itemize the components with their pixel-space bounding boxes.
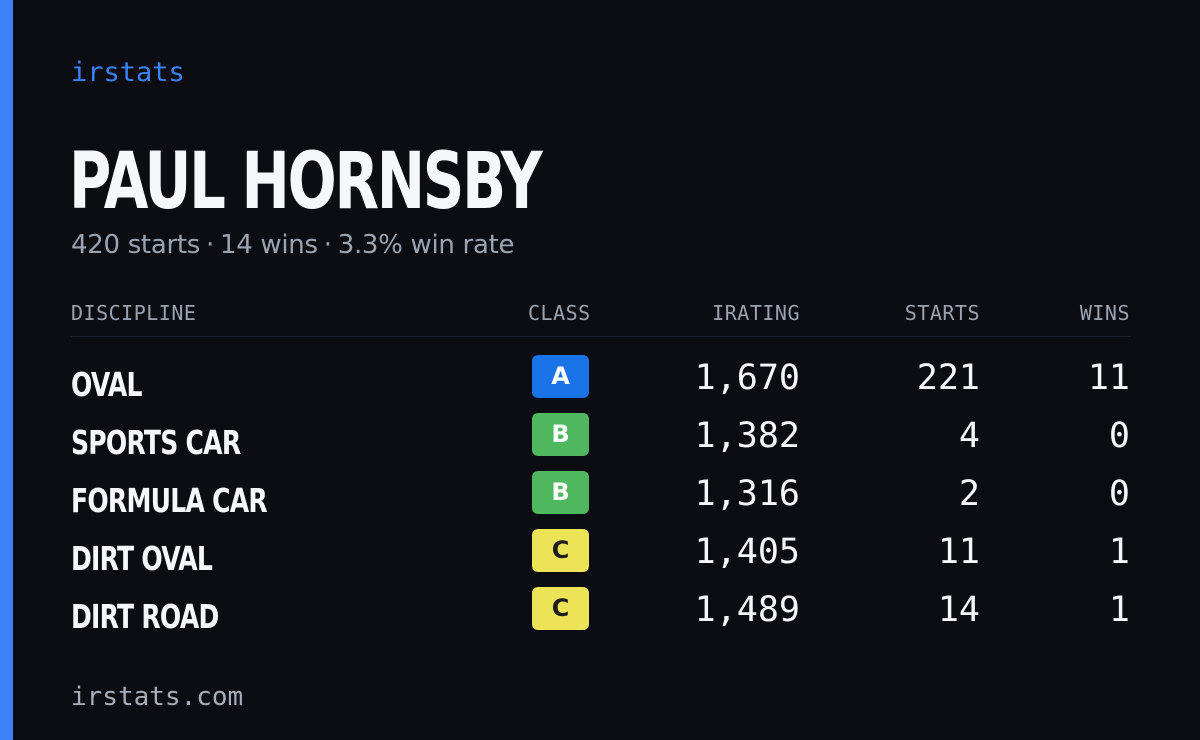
- starts-summary: 420 starts: [71, 230, 200, 260]
- discipline-name: SPORTS CAR: [71, 423, 241, 462]
- irating-value: 1,489: [694, 590, 800, 630]
- discipline-name: DIRT OVAL: [71, 539, 213, 578]
- wins-value: 11: [1087, 358, 1130, 398]
- discipline-name: DIRT ROAD: [71, 597, 219, 636]
- irating-value: 1,316: [694, 474, 800, 514]
- header-discipline: DISCIPLINE: [71, 301, 197, 325]
- player-summary: 420 starts · 14 wins · 3.3% win rate: [71, 228, 514, 262]
- table-row: OVAL A 1,670 221 11: [71, 351, 1131, 409]
- class-badge: B: [532, 413, 589, 456]
- discipline-name: FORMULA CAR: [71, 481, 268, 520]
- wins-value: 0: [1108, 474, 1130, 514]
- irating-value: 1,670: [694, 358, 800, 398]
- wins-value: 0: [1108, 416, 1130, 456]
- accent-bar: [0, 0, 13, 740]
- starts-value: 4: [958, 416, 980, 456]
- starts-value: 11: [937, 532, 980, 572]
- irating-value: 1,382: [694, 416, 800, 456]
- wins-value: 1: [1108, 590, 1130, 630]
- separator-dot: ·: [323, 230, 332, 260]
- table-header: DISCIPLINE CLASS IRATING STARTS WINS: [71, 296, 1131, 337]
- starts-value: 14: [937, 590, 980, 630]
- table-row: SPORTS CAR B 1,382 4 0: [71, 409, 1131, 467]
- separator-dot: ·: [206, 230, 214, 260]
- class-badge: B: [532, 471, 589, 514]
- header-irating: IRATING: [712, 301, 800, 325]
- starts-value: 2: [958, 474, 980, 514]
- table-row: DIRT ROAD C 1,489 14 1: [71, 583, 1131, 641]
- table-row: FORMULA CAR B 1,316 2 0: [71, 467, 1131, 525]
- irating-value: 1,405: [694, 532, 800, 572]
- header-starts: STARTS: [904, 301, 980, 325]
- brand-wordmark: irstats: [71, 57, 185, 88]
- win-rate-summary: 3.3% win rate: [337, 230, 515, 260]
- header-wins: WINS: [1079, 301, 1130, 325]
- starts-value: 221: [916, 358, 980, 398]
- wins-value: 1: [1108, 532, 1130, 572]
- class-badge: C: [532, 587, 589, 630]
- player-name: PAUL HORNSBY: [69, 137, 543, 227]
- table-body: OVAL A 1,670 221 11 SPORTS CAR B 1,382 4…: [71, 337, 1131, 641]
- header-class: CLASS: [528, 301, 591, 325]
- wins-summary: 14 wins: [219, 230, 318, 260]
- table-row: DIRT OVAL C 1,405 11 1: [71, 525, 1131, 583]
- class-badge: C: [532, 529, 589, 572]
- discipline-table: DISCIPLINE CLASS IRATING STARTS WINS OVA…: [71, 296, 1131, 641]
- discipline-name: OVAL: [71, 365, 142, 404]
- footer-url: irstats.com: [71, 682, 244, 712]
- class-badge: A: [532, 355, 589, 398]
